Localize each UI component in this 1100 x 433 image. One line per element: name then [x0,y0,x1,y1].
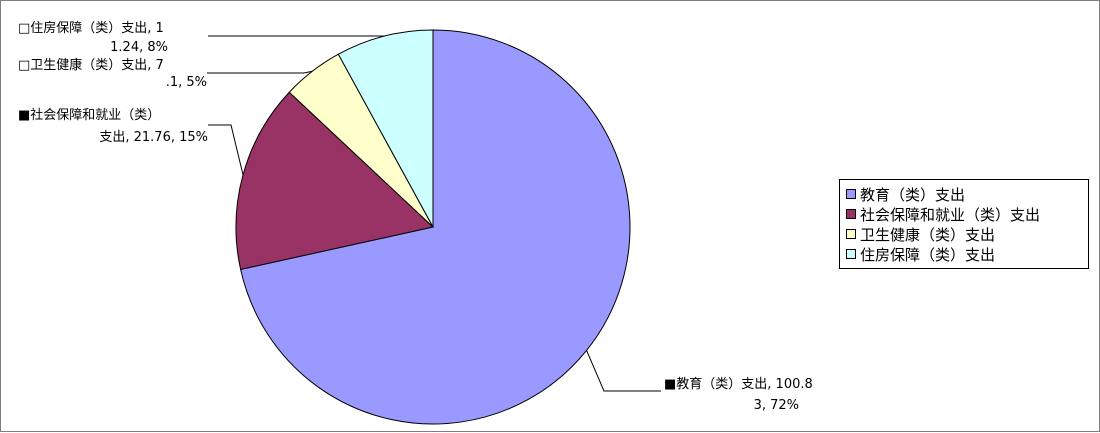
legend-label: 卫生健康（类）支出 [860,224,995,245]
leader-line [587,350,661,391]
legend-label: 教育（类）支出 [860,184,965,205]
leader-line [208,125,243,175]
data-label: 1.24, 8% [110,40,168,55]
leader-line [207,71,312,73]
legend-label: 住房保障（类）支出 [860,244,995,265]
data-label: 3, 72% [754,398,799,413]
data-label: □住房保障（类）支出, 1 [18,20,164,36]
data-label: □卫生健康（类）支出, 7 [18,57,164,73]
data-label: ■教育（类）支出, 100.8 [664,376,813,392]
legend-swatch [846,209,856,219]
legend-swatch [846,229,856,239]
legend-swatch [846,249,856,259]
legend-swatch [846,189,856,199]
legend-item: 社会保障和就业（类）支出 [846,204,1088,224]
legend-item: 教育（类）支出 [846,184,1088,204]
data-label: .1, 5% [166,75,207,90]
legend: 教育（类）支出 社会保障和就业（类）支出 卫生健康（类）支出 住房保障（类）支出 [839,179,1089,269]
legend-label: 社会保障和就业（类）支出 [860,204,1040,225]
legend-item: 住房保障（类）支出 [846,244,1088,264]
legend-item: 卫生健康（类）支出 [846,224,1088,244]
data-label: ■社会保障和就业（类） [18,107,160,123]
data-label: 支出, 21.76, 15% [99,130,208,145]
